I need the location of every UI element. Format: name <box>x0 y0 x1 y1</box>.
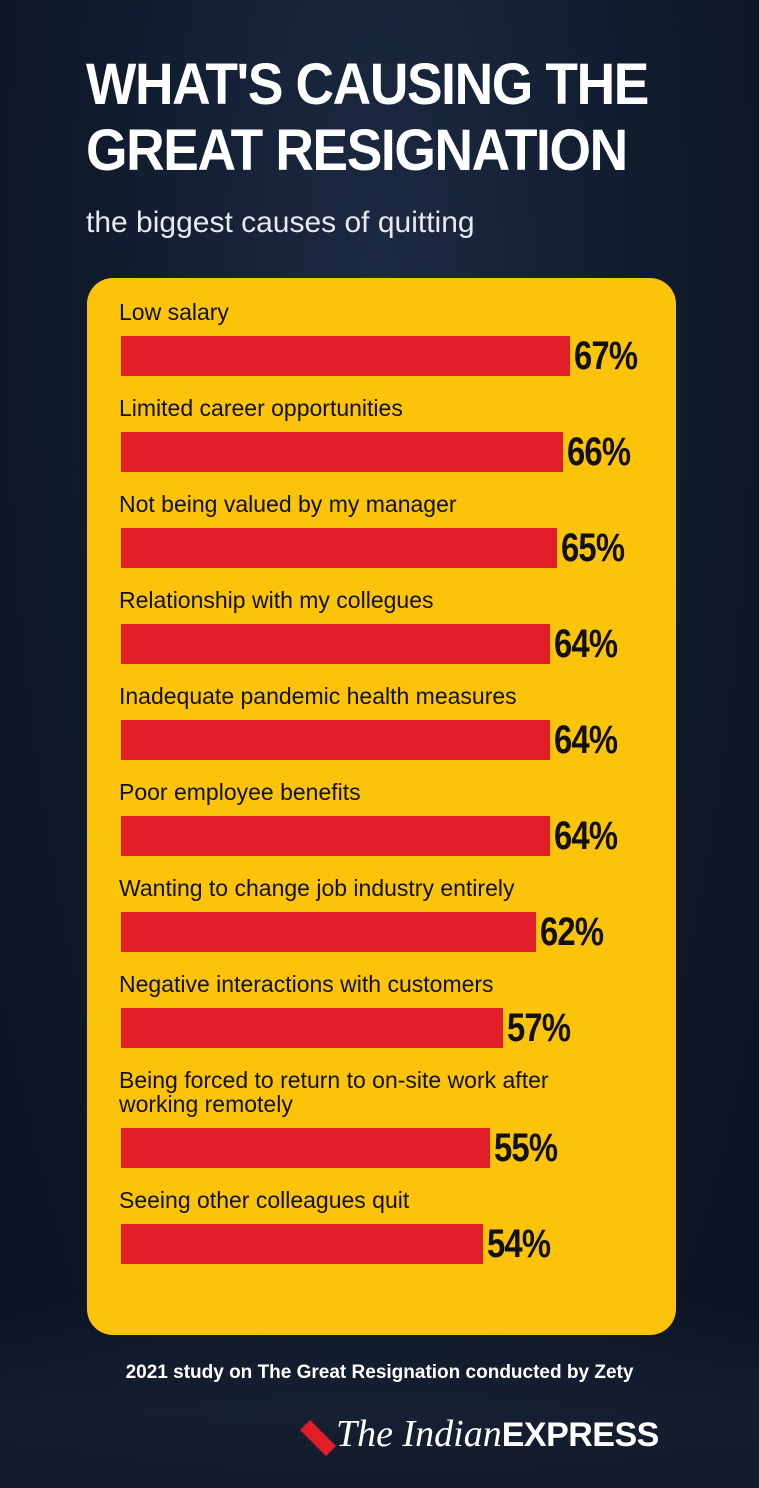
value-label: 54% <box>487 1222 551 1266</box>
bar <box>121 1224 483 1264</box>
source-note: 2021 study on The Great Resignation cond… <box>125 1362 634 1383</box>
logo-mark-icon <box>300 1420 336 1456</box>
bar <box>121 1128 490 1168</box>
value-label: 67% <box>574 334 638 378</box>
value-label: 62% <box>540 910 604 954</box>
bar <box>121 336 570 376</box>
bar <box>121 816 550 856</box>
bar <box>121 432 563 472</box>
chart-panel: Low salary 67% Limited career opportunitie… <box>87 278 676 1335</box>
value-label: 66% <box>567 430 631 474</box>
category-label: Limited career opportunities <box>119 395 403 421</box>
value-label: 57% <box>507 1006 571 1050</box>
category-label: Not being valued by my manager <box>119 491 457 517</box>
page-subtitle: the biggest causes of quitting <box>86 206 475 239</box>
bar <box>121 1008 503 1048</box>
category-label: Low salary <box>119 299 229 325</box>
category-label: Seeing other colleagues quit <box>119 1187 410 1213</box>
logo-text-serif: The Indian <box>336 1413 502 1455</box>
logo-text-bold: EXPRESS <box>501 1416 660 1454</box>
value-label: 65% <box>561 526 625 570</box>
page-title: WHAT'S CAUSING THE GREAT RESIGNATION <box>86 52 649 183</box>
bar <box>121 912 536 952</box>
category-label: Poor employee benefits <box>119 779 361 805</box>
category-label: Being forced to return to on-site work a… <box>119 1067 549 1117</box>
category-label: Relationship with my collegues <box>119 587 434 613</box>
logo-wordmark: The IndianEXPRESS <box>336 1412 659 1456</box>
value-label: 64% <box>554 814 618 858</box>
publisher-logo: The IndianEXPRESS <box>300 1412 720 1462</box>
value-label: 64% <box>554 622 618 666</box>
bar <box>121 528 557 568</box>
category-label: Negative interactions with customers <box>119 971 494 997</box>
bar <box>121 720 550 760</box>
bar <box>121 624 550 664</box>
value-label: 55% <box>494 1126 558 1170</box>
category-label: Inadequate pandemic health measures <box>119 683 517 709</box>
value-label: 64% <box>554 718 618 762</box>
category-label: Wanting to change job industry entirely <box>119 875 515 901</box>
